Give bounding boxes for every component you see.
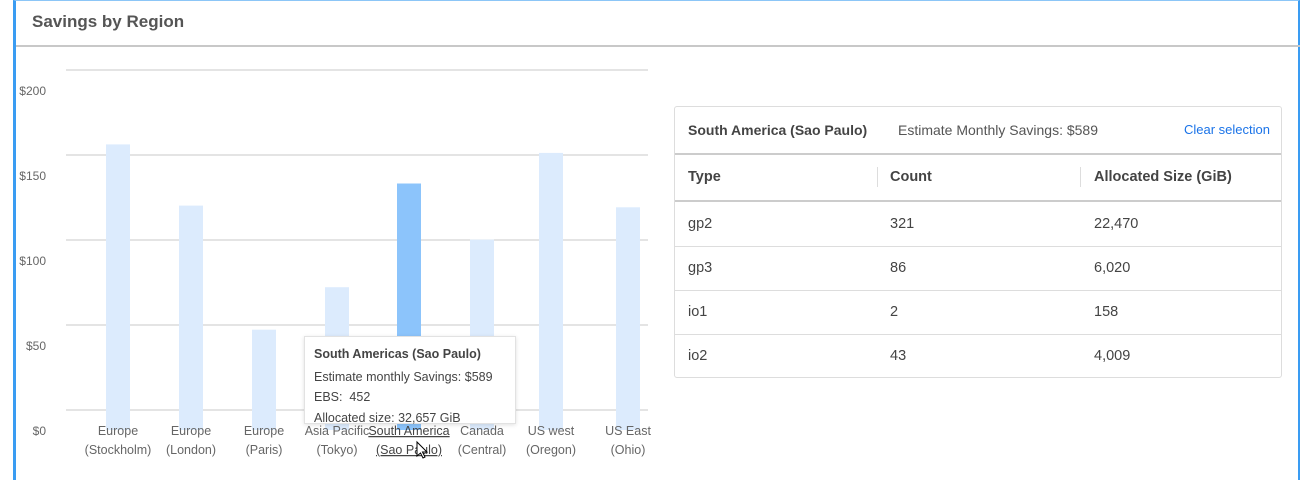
chart-tooltip: South Americas (Sao Paulo) Estimate mont…	[304, 336, 516, 425]
x-tick-label[interactable]: (Ohio)	[611, 443, 646, 457]
cell-type: gp2	[688, 216, 713, 232]
cell-count: 86	[890, 260, 907, 276]
x-tick-label[interactable]: (Sao Paulo)	[376, 443, 442, 457]
clear-selection-link[interactable]: Clear selection	[1184, 122, 1270, 137]
bar-0[interactable]	[106, 144, 130, 430]
tooltip-savings: Estimate monthly Savings: $589	[314, 369, 493, 384]
y-tick-label: $150	[19, 169, 46, 183]
x-tick-label[interactable]: Europe	[171, 424, 211, 438]
x-tick-label[interactable]: Canada	[460, 424, 504, 438]
x-tick-label[interactable]: Asia Pacific	[305, 424, 370, 438]
bar-2[interactable]	[252, 329, 276, 430]
column-header-allocated-size[interactable]: Allocated Size (GiB)	[1094, 169, 1232, 185]
cell-type: io1	[688, 304, 708, 320]
y-tick-label: $100	[19, 254, 46, 268]
x-tick-label[interactable]: (Paris)	[246, 443, 283, 457]
tooltip-ebs: EBS: 452	[314, 390, 371, 404]
detail-header: South America (Sao Paulo) Estimate Month…	[675, 107, 1281, 155]
x-tick-label[interactable]: (Central)	[458, 443, 507, 457]
column-header-count[interactable]: Count	[890, 169, 932, 185]
detail-savings: Estimate Monthly Savings: $589	[898, 122, 1098, 138]
bar-7[interactable]	[616, 207, 640, 430]
column-divider[interactable]	[877, 167, 878, 187]
cell-allocated-size: 22,470	[1094, 216, 1139, 232]
x-tick-label[interactable]: (Tokyo)	[317, 443, 358, 457]
column-header-type[interactable]: Type	[688, 169, 721, 185]
x-tick-label[interactable]: US west	[528, 424, 575, 438]
table-row: gp3 86 6,020	[675, 246, 1281, 291]
detail-region: South America (Sao Paulo)	[688, 122, 868, 138]
bar-6[interactable]	[539, 152, 563, 430]
cell-count: 43	[890, 348, 907, 364]
cell-allocated-size: 158	[1094, 304, 1119, 320]
y-tick-label: $0	[33, 424, 47, 438]
y-tick-label: $50	[26, 339, 46, 353]
table-row: io2 43 4,009	[675, 334, 1281, 378]
tooltip-allocated: Allocated size: 32,657 GiB	[314, 410, 461, 425]
table-row: io1 2 158	[675, 290, 1281, 335]
tooltip-title: South Americas (Sao Paulo)	[314, 347, 481, 361]
table-header: Type Count Allocated Size (GiB)	[675, 153, 1281, 202]
x-tick-label[interactable]: (London)	[166, 443, 216, 457]
x-tick-label[interactable]: (Stockholm)	[85, 443, 152, 457]
savings-by-region-card	[13, 0, 1300, 480]
bar-1[interactable]	[179, 205, 203, 430]
x-tick-label[interactable]: (Oregon)	[526, 443, 576, 457]
cell-allocated-size: 6,020	[1094, 260, 1131, 276]
y-tick-label: $200	[19, 84, 46, 98]
x-tick-label[interactable]: US East	[605, 424, 651, 438]
cell-count: 2	[890, 304, 899, 320]
cell-type: gp3	[688, 260, 713, 276]
x-tick-label[interactable]: Europe	[98, 424, 138, 438]
x-tick-label[interactable]: Europe	[244, 424, 284, 438]
table-row: gp2 321 22,470	[675, 202, 1281, 247]
cell-count: 321	[890, 216, 915, 232]
mouse-cursor-icon	[416, 440, 429, 459]
x-tick-label[interactable]: South America	[368, 424, 449, 438]
column-divider[interactable]	[1080, 167, 1081, 187]
title-divider	[16, 45, 1300, 47]
card-title: Savings by Region	[32, 12, 185, 31]
cell-allocated-size: 4,009	[1094, 348, 1131, 364]
cell-type: io2	[688, 348, 708, 364]
region-detail-panel: South America (Sao Paulo) Estimate Month…	[674, 106, 1282, 378]
